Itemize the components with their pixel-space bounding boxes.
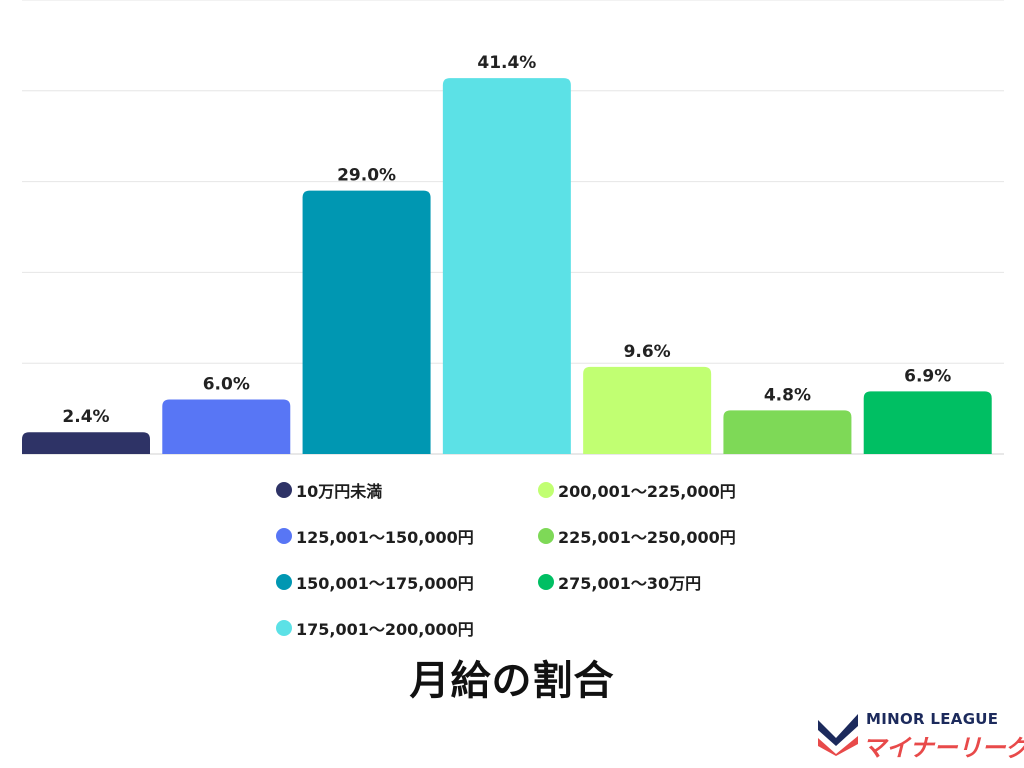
- bar-value-label: 9.6%: [624, 342, 671, 362]
- bar-value-label: 29.0%: [337, 166, 396, 186]
- legend-item: 10万円未満: [276, 478, 538, 502]
- legend-swatch: [538, 482, 554, 498]
- bar: [442, 78, 571, 454]
- chart-legend: 10万円未満 125,001～150,000円 150,001～175,000円 17…: [276, 478, 796, 640]
- legend-item: 125,001～150,000円: [276, 524, 538, 548]
- legend-label: 150,001～175,000円: [296, 574, 474, 593]
- bar-value-label: 6.9%: [904, 366, 951, 386]
- minor-league-logo: MINOR LEAGUE マイナーリーグ: [814, 706, 1024, 762]
- legend-swatch: [538, 528, 554, 544]
- bar-value-label: 4.8%: [764, 385, 811, 405]
- chart-title: 月給の割合: [409, 658, 615, 704]
- bar: [22, 432, 150, 454]
- legend-swatch: [276, 620, 292, 636]
- legend-label: 10万円未満: [296, 482, 383, 501]
- bar: [723, 410, 852, 454]
- legend-label: 125,001～150,000円: [296, 528, 474, 547]
- legend-item: 225,001～250,000円: [538, 524, 788, 548]
- legend-label: 200,001～225,000円: [558, 482, 736, 501]
- legend-swatch: [276, 482, 292, 498]
- legend-swatch: [276, 574, 292, 590]
- bar: [162, 399, 291, 454]
- legend-item: 200,001～225,000円: [538, 478, 788, 502]
- legend-swatch: [538, 574, 554, 590]
- bar: [302, 190, 431, 454]
- logo-mark-icon: [818, 714, 858, 756]
- bar: [863, 391, 992, 454]
- legend-label: 175,001～200,000円: [296, 620, 474, 639]
- bar-value-label: 2.4%: [62, 407, 109, 427]
- bar-value-label: 41.4%: [477, 53, 536, 73]
- bar-value-label: 6.0%: [203, 375, 250, 395]
- legend-item: 275,001～30万円: [538, 570, 788, 594]
- bar: [583, 366, 712, 454]
- legend-label: 275,001～30万円: [558, 574, 702, 593]
- legend-label: 225,001～250,000円: [558, 528, 736, 547]
- legend-item: 175,001～200,000円: [276, 616, 538, 640]
- logo-text-en: MINOR LEAGUE: [866, 710, 999, 728]
- logo-text-ja: マイナーリーグ: [862, 734, 1024, 762]
- bar-chart: 2.4% 6.0% 29.0% 41.4% 9.6% 4.8% 6.9%: [22, 0, 1004, 455]
- legend-swatch: [276, 528, 292, 544]
- legend-item: 150,001～175,000円: [276, 570, 538, 594]
